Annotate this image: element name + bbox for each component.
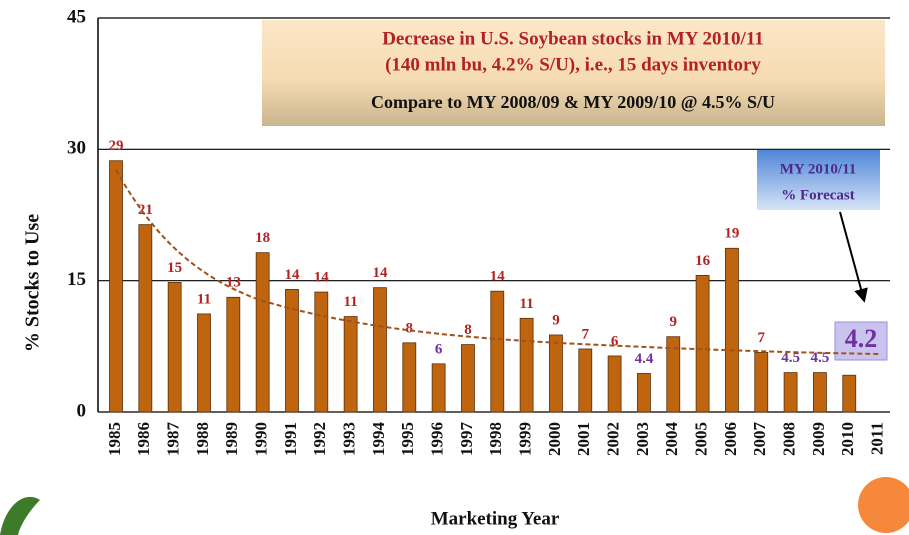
value-label: 7 — [582, 326, 590, 342]
bar — [695, 275, 710, 413]
bar — [255, 252, 270, 413]
y-tick-label: 45 — [67, 6, 86, 27]
value-label: 6 — [611, 333, 619, 349]
x-tick-label: 2007 — [750, 422, 769, 457]
bar — [637, 373, 651, 413]
y-tick-label: 30 — [67, 138, 86, 159]
bar — [549, 334, 563, 413]
value-label: 21 — [138, 202, 153, 218]
bar — [373, 287, 387, 413]
value-label: 15 — [167, 260, 182, 276]
x-tick-label: 1991 — [281, 422, 300, 456]
bar — [490, 290, 505, 413]
x-tick-label: 2002 — [604, 422, 623, 456]
bar — [314, 291, 329, 413]
value-label: 11 — [520, 296, 534, 312]
value-label: 4.2 — [845, 324, 878, 353]
bar — [519, 317, 534, 413]
x-tick-label: 2006 — [721, 422, 740, 456]
x-tick-label: 2001 — [574, 422, 593, 456]
bar — [285, 289, 299, 413]
x-tick-label: 1992 — [310, 422, 329, 456]
value-label: 13 — [226, 275, 241, 291]
bar — [461, 344, 475, 413]
bar — [138, 224, 153, 413]
x-tick-label: 1996 — [428, 422, 447, 456]
bar — [783, 372, 798, 413]
value-label: 18 — [255, 230, 270, 246]
chart-title: Decrease in U.S. Soybean stocks in MY 20… — [382, 28, 764, 49]
bar — [607, 355, 622, 413]
value-label: 14 — [372, 265, 388, 281]
value-label: 4.5 — [811, 350, 830, 366]
y-tick-label: 15 — [67, 269, 86, 290]
value-label: 7 — [758, 330, 766, 346]
x-tick-label: 1995 — [398, 422, 417, 456]
x-tick-label: 2005 — [692, 422, 711, 456]
value-label: 14 — [490, 269, 506, 285]
bar — [578, 348, 593, 413]
bar — [109, 160, 123, 413]
value-label: 6 — [435, 341, 443, 357]
x-tick-label: 1985 — [105, 422, 124, 456]
bar — [197, 313, 211, 413]
bar — [666, 336, 681, 413]
bar — [167, 282, 182, 413]
x-tick-label: 2011 — [867, 422, 886, 455]
chart-title: (140 mln bu, 4.2% S/U), i.e., 15 days in… — [385, 54, 761, 75]
x-tick-label: 1987 — [164, 422, 183, 457]
bar — [754, 352, 769, 413]
value-label: 8 — [406, 320, 414, 336]
subtitle: Compare to MY 2008/09 & MY 2009/10 @ 4.5… — [371, 92, 775, 112]
annotation: % Forecast — [781, 187, 854, 203]
x-tick-label: 1990 — [252, 422, 271, 456]
x-tick-label: 2000 — [545, 422, 564, 456]
bar — [842, 374, 857, 413]
x-tick-label: 1986 — [134, 422, 153, 456]
value-label: 14 — [314, 269, 330, 285]
x-tick-label: 2004 — [662, 422, 681, 457]
decoration-circle — [858, 477, 909, 533]
bar — [431, 363, 446, 413]
x-axis-label: Marketing Year — [431, 508, 560, 529]
bar — [226, 296, 241, 413]
value-label: 9 — [552, 312, 560, 328]
bar — [725, 247, 739, 413]
annotation: MY 2010/11 — [780, 161, 857, 177]
value-label: 16 — [695, 253, 711, 269]
x-tick-label: 1999 — [516, 422, 535, 456]
value-label: 8 — [464, 322, 472, 338]
x-tick-label: 1988 — [193, 422, 212, 456]
x-tick-label: 1997 — [457, 422, 476, 457]
value-label: 4.4 — [635, 351, 654, 367]
x-tick-label: 1994 — [369, 422, 388, 457]
bar — [343, 316, 358, 413]
x-tick-label: 1998 — [486, 422, 505, 456]
bar — [402, 342, 417, 413]
decoration-leaf — [0, 496, 40, 535]
x-tick-label: 1989 — [222, 422, 241, 456]
annotation-box — [757, 150, 880, 210]
value-label: 4.5 — [781, 350, 800, 366]
arrow — [839, 211, 868, 303]
x-tick-label: 2009 — [809, 422, 828, 456]
x-tick-label: 1993 — [340, 422, 359, 456]
x-tick-label: 2003 — [633, 422, 652, 456]
title-box — [262, 20, 885, 126]
value-label: 29 — [109, 138, 124, 154]
value-label: 11 — [344, 294, 358, 310]
y-tick-label: 0 — [77, 400, 87, 421]
value-label: 11 — [197, 291, 211, 307]
value-label: 14 — [284, 267, 300, 283]
value-label: 9 — [670, 314, 678, 330]
value-label: 19 — [724, 226, 739, 242]
x-tick-label: 2008 — [779, 422, 798, 456]
bar — [813, 372, 827, 413]
y-axis-label: % Stocks to Use — [22, 214, 44, 352]
x-tick-label: 2010 — [838, 422, 857, 456]
